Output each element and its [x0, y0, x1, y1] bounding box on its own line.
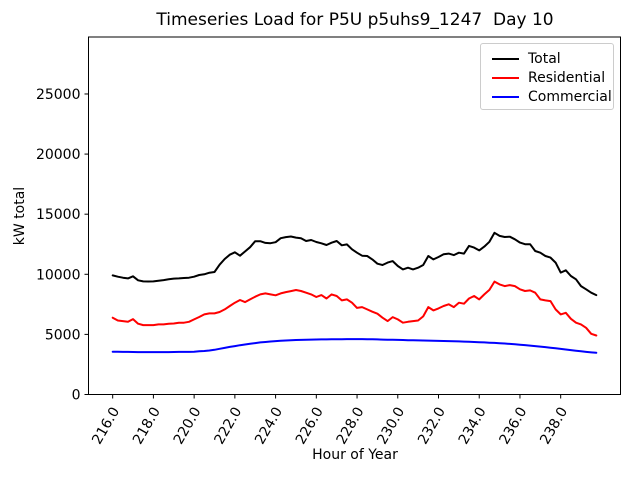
y-tick-label: 5000 [45, 327, 81, 343]
x-axis-label: Hour of Year [312, 447, 398, 463]
legend: Total Residential Commercial [480, 43, 614, 110]
legend-item-residential: Residential [481, 68, 613, 87]
x-tick-label: 216.0 [89, 405, 123, 448]
series-line-total [111, 231, 598, 297]
x-tick-label: 220.0 [171, 405, 205, 448]
y-axis-label: kW total [12, 186, 28, 246]
legend-label-residential: Residential [528, 69, 606, 86]
y-tick-label: 0 [72, 388, 81, 404]
series-line-residential [111, 280, 598, 337]
legend-swatch-residential [492, 76, 519, 79]
chart-title: Timeseries Load for P5U p5uhs9_1247 Day … [156, 10, 554, 30]
x-tick-label: 222.0 [211, 405, 245, 448]
y-tick-label: 25000 [36, 87, 81, 103]
y-tick-label: 15000 [36, 207, 81, 223]
legend-item-commercial: Commercial [481, 87, 613, 106]
x-tick-label: 228.0 [334, 405, 368, 448]
x-tick-label: 236.0 [497, 405, 531, 448]
legend-swatch-total [492, 57, 519, 60]
y-tick-label: 10000 [36, 267, 81, 283]
x-tick-label: 238.0 [537, 405, 571, 448]
x-tick-label: 232.0 [415, 405, 449, 448]
legend-label-total: Total [528, 50, 561, 67]
legend-item-total: Total [481, 49, 613, 68]
x-tick-label: 234.0 [456, 405, 490, 448]
series-line-commercial [111, 338, 598, 354]
x-tick-label: 226.0 [293, 405, 327, 448]
axes-spines [88, 36, 621, 395]
x-tick-label: 218.0 [130, 405, 164, 448]
y-tick-label: 20000 [36, 147, 81, 163]
x-tick-label: 224.0 [252, 405, 286, 448]
x-tick-label: 230.0 [374, 405, 408, 448]
legend-swatch-commercial [492, 95, 519, 98]
legend-label-commercial: Commercial [528, 88, 612, 105]
